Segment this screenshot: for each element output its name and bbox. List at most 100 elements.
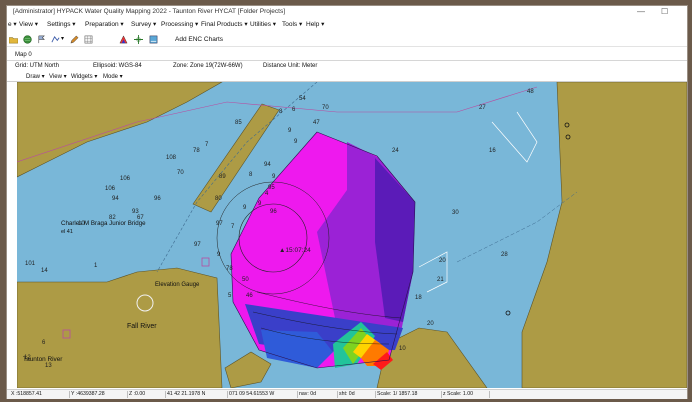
tin-model-icon[interactable]	[119, 35, 128, 44]
buoy-marker-icon-2	[62, 329, 71, 339]
matrix-icon[interactable]	[84, 35, 93, 44]
menu-file[interactable]: e ▾	[8, 21, 17, 28]
line-tool-dropdown-icon[interactable]: ▾	[61, 36, 65, 42]
depth-sounding: 70	[322, 105, 329, 111]
south-islet	[224, 351, 272, 388]
map-menu-mode[interactable]: Mode ▾	[103, 74, 123, 80]
status-longitude: 071 09 54.61553 W	[227, 391, 298, 398]
depth-sounding: 78	[193, 148, 200, 154]
depth-sounding: 94	[112, 196, 119, 202]
ellipsoid-info: Ellipsoid: WGS-84	[93, 63, 142, 69]
depth-sounding: 9	[294, 139, 298, 145]
window-title: [Administrator] HYPACK Water Quality Map…	[13, 8, 286, 15]
menu-processing[interactable]: Processing ▾	[161, 21, 199, 28]
status-z: Z :0.00	[127, 391, 166, 398]
depth-sounding: 5	[228, 293, 232, 299]
danger-marker-icon	[136, 294, 154, 312]
timestamp-label: ▲15:07:24	[279, 247, 311, 254]
title-bar: [Administrator] HYPACK Water Quality Map…	[7, 6, 687, 18]
line-tool-icon[interactable]	[51, 35, 60, 44]
depth-sounding: 96	[154, 196, 161, 202]
menu-tools[interactable]: Tools ▾	[282, 21, 303, 28]
open-folder-icon[interactable]	[9, 35, 18, 44]
menu-preparation[interactable]: Preparation ▾	[85, 21, 124, 28]
bridge-label: Charles M Braga Junior Bridge	[61, 220, 146, 227]
minimize-button[interactable]: —	[637, 7, 645, 16]
depth-sounding: 93	[132, 209, 139, 215]
depth-sounding: 7	[231, 224, 235, 230]
add-enc-charts-button[interactable]: Add ENC Charts	[175, 36, 224, 43]
point-marker	[565, 134, 571, 140]
status-bar: X :518857.41 Y :4639387.28 Z :0.00 41 42…	[7, 389, 687, 399]
depth-sounding: 20	[427, 321, 434, 327]
range-circle	[238, 203, 308, 273]
depth-sounding: 12	[24, 355, 31, 361]
depth-sounding: 82	[109, 215, 116, 221]
depth-sounding: 16	[489, 148, 496, 154]
depth-sounding: 85	[235, 120, 242, 126]
menu-bar: e ▾ View ▾ Settings ▾ Preparation ▾ Surv…	[7, 19, 687, 29]
depth-sounding: 47	[313, 120, 320, 126]
depth-sounding: 97	[216, 221, 223, 227]
depth-sounding: 10	[78, 221, 85, 227]
maximize-button[interactable]: ☐	[661, 7, 669, 16]
water-quality-coverage	[230, 131, 416, 370]
depth-sounding: 20	[439, 258, 446, 264]
depth-sounding: 97	[194, 242, 201, 248]
menu-survey[interactable]: Survey ▾	[131, 21, 157, 28]
projection-info-bar: Grid: UTM North Ellipsoid: WGS-84 Zone: …	[7, 62, 687, 71]
map-menu-bar: Draw ▾ View ▾ Widgets ▾ Mode ▾	[7, 72, 687, 82]
menu-view[interactable]: View ▾	[19, 21, 39, 28]
status-sht: sht: 0d	[337, 391, 376, 398]
depth-sounding: 9	[288, 128, 292, 134]
globe-icon[interactable]	[23, 35, 32, 44]
map-view[interactable]: 85 8 6 54 47 70 9 9 24 108 70 78 7 89 80 8 94 9 95 4 9 96 106 1…	[17, 82, 687, 388]
east-shore-land	[521, 82, 687, 388]
map-menu-widgets[interactable]: Widgets ▾	[71, 74, 98, 80]
map-menu-view[interactable]: View ▾	[49, 74, 67, 80]
depth-sounding: 30	[452, 210, 459, 216]
menu-help[interactable]: Help ▾	[306, 21, 325, 28]
status-nav: nav: 0d	[297, 391, 338, 398]
point-marker	[564, 122, 570, 128]
crosshair-icon[interactable]	[134, 35, 143, 44]
depth-sounding: 9	[272, 174, 276, 180]
enc-chart-icon[interactable]	[149, 35, 158, 44]
depth-sounding: 106	[120, 176, 131, 182]
taunton-river-label: Taunton River	[23, 356, 63, 363]
depth-sounding: 101	[25, 261, 36, 267]
status-y: Y :4639387.28	[69, 391, 128, 398]
depth-sounding: 46	[246, 293, 253, 299]
chart-canvas[interactable]: 858 6544770992410870787898089499549961061…	[17, 82, 687, 388]
map-menu-draw[interactable]: Draw ▾	[26, 74, 45, 80]
depth-sounding: 14	[41, 268, 48, 274]
depth-sounding: 67	[137, 215, 144, 221]
menu-final-products[interactable]: Final Products ▾	[201, 21, 248, 28]
distance-unit-info: Distance Unit: Meter	[263, 63, 318, 69]
flag-icon[interactable]	[37, 35, 46, 44]
southwest-land	[17, 267, 223, 388]
depth-sounding: 21	[437, 277, 444, 283]
depth-sounding: 27	[479, 105, 486, 111]
depth-sounding: 4	[265, 191, 269, 197]
depth-sounding: 89	[219, 174, 226, 180]
depth-sounding: 95	[268, 185, 275, 191]
depth-sounding: 8	[279, 109, 283, 115]
menu-settings[interactable]: Settings ▾	[47, 21, 76, 28]
tab-map-0[interactable]: Map 0	[15, 52, 32, 58]
menu-utilities[interactable]: Utilities ▾	[250, 21, 277, 28]
northwest-land	[17, 82, 223, 178]
status-latitude: 41 42 21.1978 N	[165, 391, 228, 398]
map-tab-strip: Map 0	[7, 51, 687, 61]
status-z-scale: z Scale: 1.00	[441, 391, 490, 398]
pier	[192, 103, 280, 213]
depth-sounding: 48	[527, 89, 534, 95]
depth-sounding: 96	[270, 209, 277, 215]
depth-soundings: 858 6544770992410870787898089499549961061…	[24, 89, 534, 369]
range-circle-outer	[216, 181, 330, 295]
depth-sounding: 6	[292, 107, 296, 113]
depth-sounding: 7	[205, 142, 209, 148]
depth-sounding: 8	[249, 172, 253, 178]
pencil-icon[interactable]	[70, 35, 79, 44]
zone-info: Zone: Zone 19(72W-66W)	[173, 63, 243, 69]
